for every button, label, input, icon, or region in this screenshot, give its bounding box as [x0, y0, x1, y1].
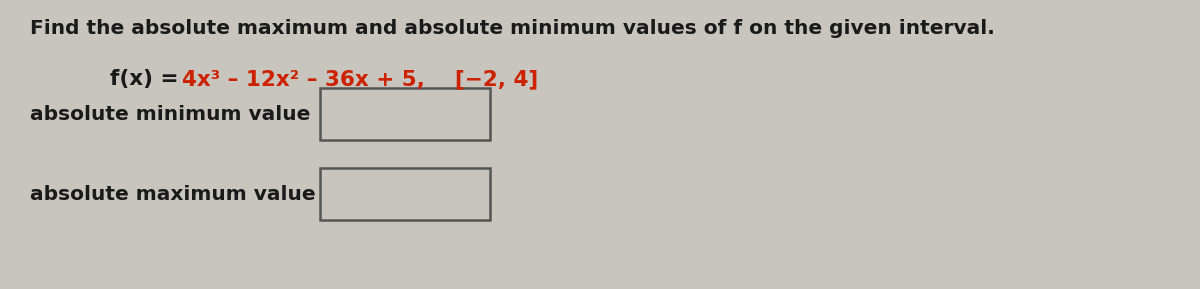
Text: 4x³ – 12x² – 36x + 5,    [−2, 4]: 4x³ – 12x² – 36x + 5, [−2, 4] [182, 69, 539, 89]
FancyBboxPatch shape [320, 88, 490, 140]
Text: f(x) =: f(x) = [110, 69, 186, 89]
Text: absolute minimum value: absolute minimum value [30, 105, 311, 123]
Text: absolute maximum value: absolute maximum value [30, 184, 316, 203]
Text: Find the absolute maximum and absolute minimum values of f on the given interval: Find the absolute maximum and absolute m… [30, 19, 995, 38]
FancyBboxPatch shape [320, 168, 490, 220]
